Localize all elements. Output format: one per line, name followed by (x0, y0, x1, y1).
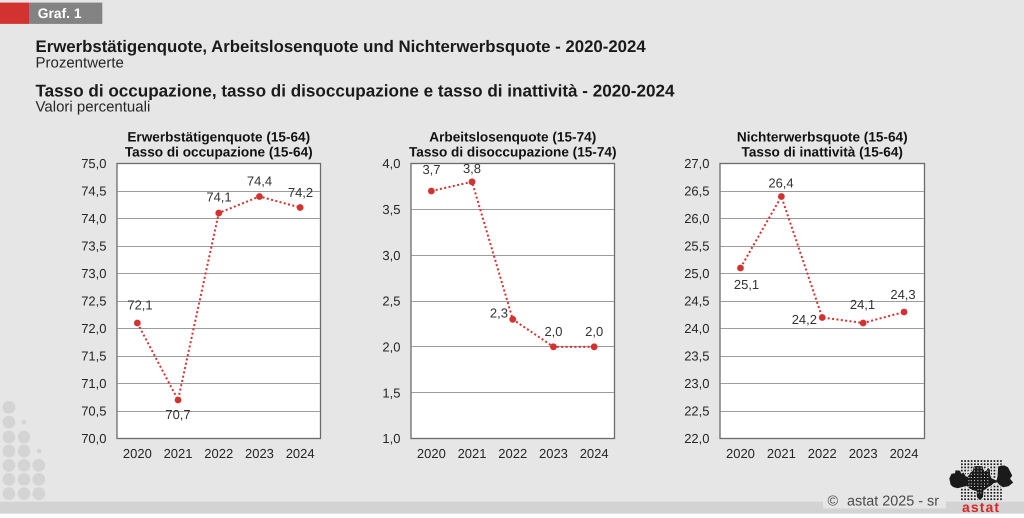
svg-text:70,7: 70,7 (165, 407, 190, 422)
svg-text:1,0: 1,0 (382, 431, 400, 446)
svg-text:3,7: 3,7 (422, 162, 440, 177)
svg-text:Tasso di disoccupazione (15-74: Tasso di disoccupazione (15-74) (409, 144, 616, 159)
svg-text:75,0: 75,0 (81, 156, 106, 171)
svg-text:71,5: 71,5 (81, 349, 106, 364)
svg-text:74,0: 74,0 (81, 211, 106, 226)
svg-text:26,4: 26,4 (768, 176, 793, 191)
svg-text:3,5: 3,5 (382, 202, 400, 217)
svg-text:2,0: 2,0 (585, 324, 603, 339)
svg-text:22,5: 22,5 (684, 404, 709, 419)
svg-text:2024: 2024 (890, 446, 919, 461)
svg-text:2021: 2021 (164, 446, 193, 461)
svg-text:24,1: 24,1 (850, 297, 875, 312)
svg-text:27,0: 27,0 (684, 156, 709, 171)
svg-text:3,8: 3,8 (463, 161, 481, 176)
svg-text:2024: 2024 (580, 446, 609, 461)
svg-text:2022: 2022 (808, 446, 837, 461)
svg-text:72,5: 72,5 (81, 294, 106, 309)
svg-text:Erwerbstätigenquote (15-64): Erwerbstätigenquote (15-64) (127, 129, 310, 144)
svg-text:Arbeitslosenquote (15-74): Arbeitslosenquote (15-74) (429, 129, 596, 144)
svg-text:74,5: 74,5 (81, 184, 106, 199)
svg-text:Tasso di inattività (15-64): Tasso di inattività (15-64) (742, 144, 903, 159)
svg-text:73,5: 73,5 (81, 239, 106, 254)
svg-text:2023: 2023 (245, 446, 274, 461)
svg-text:2022: 2022 (204, 446, 233, 461)
svg-text:74,4: 74,4 (247, 174, 272, 189)
svg-text:astat 2025 - sr: astat 2025 - sr (847, 494, 939, 510)
svg-text:3,0: 3,0 (382, 248, 400, 263)
svg-text:Prozentwerte: Prozentwerte (36, 55, 124, 72)
svg-text:24,2: 24,2 (792, 312, 817, 327)
svg-text:24,0: 24,0 (684, 321, 709, 336)
svg-text:2021: 2021 (458, 446, 487, 461)
svg-text:71,0: 71,0 (81, 376, 106, 391)
svg-text:Valori percentuali: Valori percentuali (36, 99, 151, 116)
svg-text:2024: 2024 (286, 446, 315, 461)
svg-text:1,5: 1,5 (382, 385, 400, 400)
svg-text:2023: 2023 (539, 446, 568, 461)
svg-text:25,1: 25,1 (734, 277, 759, 292)
svg-text:74,2: 74,2 (288, 185, 313, 200)
svg-text:2020: 2020 (123, 446, 152, 461)
svg-text:2023: 2023 (849, 446, 878, 461)
svg-text:25,0: 25,0 (684, 266, 709, 281)
svg-text:Erwerbstätigenquote, Arbeitslo: Erwerbstätigenquote, Arbeitslosenquote u… (36, 37, 647, 56)
svg-text:23,5: 23,5 (684, 349, 709, 364)
svg-text:24,3: 24,3 (890, 287, 915, 302)
svg-text:74,1: 74,1 (206, 190, 231, 205)
svg-text:Tasso di occupazione, tasso di: Tasso di occupazione, tasso di disoccupa… (36, 82, 675, 101)
svg-text:2,5: 2,5 (382, 294, 400, 309)
svg-text:70,0: 70,0 (81, 431, 106, 446)
svg-text:Tasso di occupazione (15-64): Tasso di occupazione (15-64) (125, 144, 313, 159)
svg-text:73,0: 73,0 (81, 266, 106, 281)
svg-text:2020: 2020 (417, 446, 446, 461)
svg-text:©: © (828, 494, 839, 510)
svg-text:2022: 2022 (498, 446, 527, 461)
svg-text:26,0: 26,0 (684, 211, 709, 226)
svg-text:2021: 2021 (767, 446, 796, 461)
svg-text:Nichterwerbsquote (15-64): Nichterwerbsquote (15-64) (737, 129, 908, 144)
svg-text:2,0: 2,0 (382, 339, 400, 354)
svg-text:26,5: 26,5 (684, 184, 709, 199)
svg-text:70,5: 70,5 (81, 404, 106, 419)
svg-text:22,0: 22,0 (684, 431, 709, 446)
svg-text:23,0: 23,0 (684, 376, 709, 391)
svg-text:2020: 2020 (726, 446, 755, 461)
svg-text:72,1: 72,1 (127, 298, 152, 313)
svg-text:25,5: 25,5 (684, 239, 709, 254)
svg-text:24,5: 24,5 (684, 294, 709, 309)
svg-text:2,3: 2,3 (490, 306, 508, 321)
svg-text:Graf. 1: Graf. 1 (38, 6, 82, 21)
svg-text:2,0: 2,0 (544, 324, 562, 339)
svg-text:astat: astat (962, 499, 1000, 515)
svg-text:72,0: 72,0 (81, 321, 106, 336)
svg-text:4,0: 4,0 (382, 156, 400, 171)
